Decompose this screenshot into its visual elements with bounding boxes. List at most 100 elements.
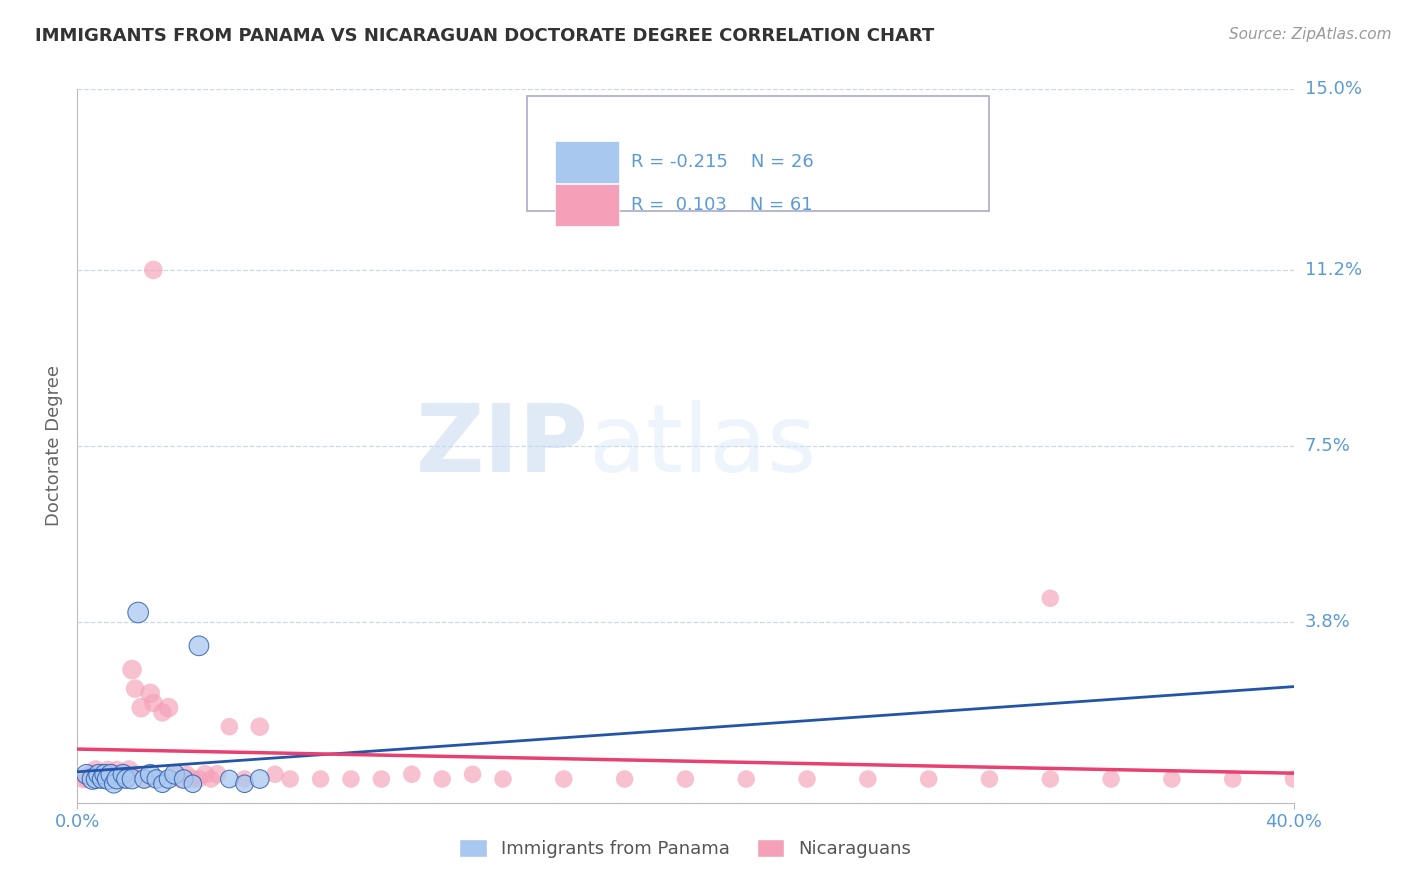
- Point: [72, 772, 94, 786]
- Text: 7.5%: 7.5%: [1305, 437, 1351, 455]
- Point: [100, 767, 122, 781]
- Point: [233, 772, 256, 786]
- Point: [115, 772, 138, 786]
- Point: [75, 767, 97, 781]
- Point: [142, 263, 165, 277]
- Point: [82, 772, 104, 786]
- Point: [139, 767, 162, 781]
- Text: IMMIGRANTS FROM PANAMA VS NICARAGUAN DOCTORATE DEGREE CORRELATION CHART: IMMIGRANTS FROM PANAMA VS NICARAGUAN DOC…: [35, 27, 935, 45]
- Point: [100, 767, 122, 781]
- Point: [735, 772, 758, 786]
- Point: [613, 772, 636, 786]
- Point: [84, 772, 107, 786]
- Point: [176, 767, 198, 781]
- Point: [200, 772, 222, 786]
- Point: [264, 767, 287, 781]
- Point: [84, 763, 107, 777]
- Point: [430, 772, 453, 786]
- Point: [108, 767, 131, 781]
- FancyBboxPatch shape: [527, 96, 990, 211]
- Point: [93, 767, 115, 781]
- Text: 11.2%: 11.2%: [1305, 261, 1362, 279]
- Point: [181, 777, 204, 791]
- Point: [127, 606, 149, 620]
- Point: [157, 700, 180, 714]
- Point: [370, 772, 392, 786]
- Point: [121, 772, 143, 786]
- Point: [492, 772, 515, 786]
- Point: [205, 767, 228, 781]
- Point: [163, 767, 186, 781]
- Legend: Immigrants from Panama, Nicaraguans: Immigrants from Panama, Nicaraguans: [453, 831, 918, 865]
- Point: [1099, 772, 1122, 786]
- Point: [111, 772, 134, 786]
- Point: [145, 772, 167, 786]
- Point: [249, 720, 271, 734]
- Point: [105, 763, 128, 777]
- Point: [152, 706, 174, 720]
- Point: [121, 663, 143, 677]
- Point: [163, 767, 186, 781]
- Point: [218, 720, 240, 734]
- Point: [188, 772, 211, 786]
- Text: 15.0%: 15.0%: [1305, 80, 1361, 98]
- Point: [796, 772, 818, 786]
- Point: [1039, 772, 1062, 786]
- Point: [93, 767, 115, 781]
- Y-axis label: Doctorate Degree: Doctorate Degree: [45, 366, 63, 526]
- Point: [115, 767, 138, 781]
- Point: [309, 772, 332, 786]
- Point: [1039, 591, 1062, 606]
- Point: [139, 686, 162, 700]
- Text: R =  0.103    N = 61: R = 0.103 N = 61: [631, 196, 813, 214]
- Point: [1161, 772, 1184, 786]
- Point: [675, 772, 697, 786]
- Point: [103, 777, 125, 791]
- Point: [170, 772, 193, 786]
- Point: [75, 772, 97, 786]
- Point: [157, 772, 180, 786]
- Point: [173, 772, 195, 786]
- Point: [1222, 772, 1244, 786]
- Point: [152, 777, 174, 791]
- Point: [142, 696, 165, 710]
- Point: [1282, 772, 1305, 786]
- Point: [97, 763, 120, 777]
- Point: [103, 767, 125, 781]
- Point: [233, 777, 256, 791]
- Point: [278, 772, 301, 786]
- Point: [181, 772, 204, 786]
- Text: ZIP: ZIP: [415, 400, 588, 492]
- Point: [918, 772, 941, 786]
- Point: [105, 772, 128, 786]
- Point: [553, 772, 575, 786]
- Point: [188, 639, 211, 653]
- Point: [82, 767, 104, 781]
- Point: [401, 767, 423, 781]
- Point: [134, 772, 156, 786]
- Point: [194, 767, 217, 781]
- Point: [111, 767, 134, 781]
- Point: [90, 772, 112, 786]
- Point: [87, 767, 110, 781]
- Point: [127, 767, 149, 781]
- Point: [218, 772, 240, 786]
- Text: R = -0.215    N = 26: R = -0.215 N = 26: [631, 153, 814, 171]
- Point: [129, 700, 152, 714]
- Point: [134, 772, 156, 786]
- FancyBboxPatch shape: [555, 184, 619, 227]
- Point: [118, 763, 141, 777]
- FancyBboxPatch shape: [555, 141, 619, 184]
- Point: [979, 772, 1001, 786]
- Point: [856, 772, 879, 786]
- Text: atlas: atlas: [588, 400, 817, 492]
- Point: [97, 772, 120, 786]
- Point: [87, 767, 110, 781]
- Point: [145, 772, 167, 786]
- Text: 3.8%: 3.8%: [1305, 613, 1350, 631]
- Point: [340, 772, 363, 786]
- Point: [79, 767, 101, 781]
- Text: Source: ZipAtlas.com: Source: ZipAtlas.com: [1229, 27, 1392, 42]
- Point: [90, 772, 112, 786]
- Point: [124, 681, 146, 696]
